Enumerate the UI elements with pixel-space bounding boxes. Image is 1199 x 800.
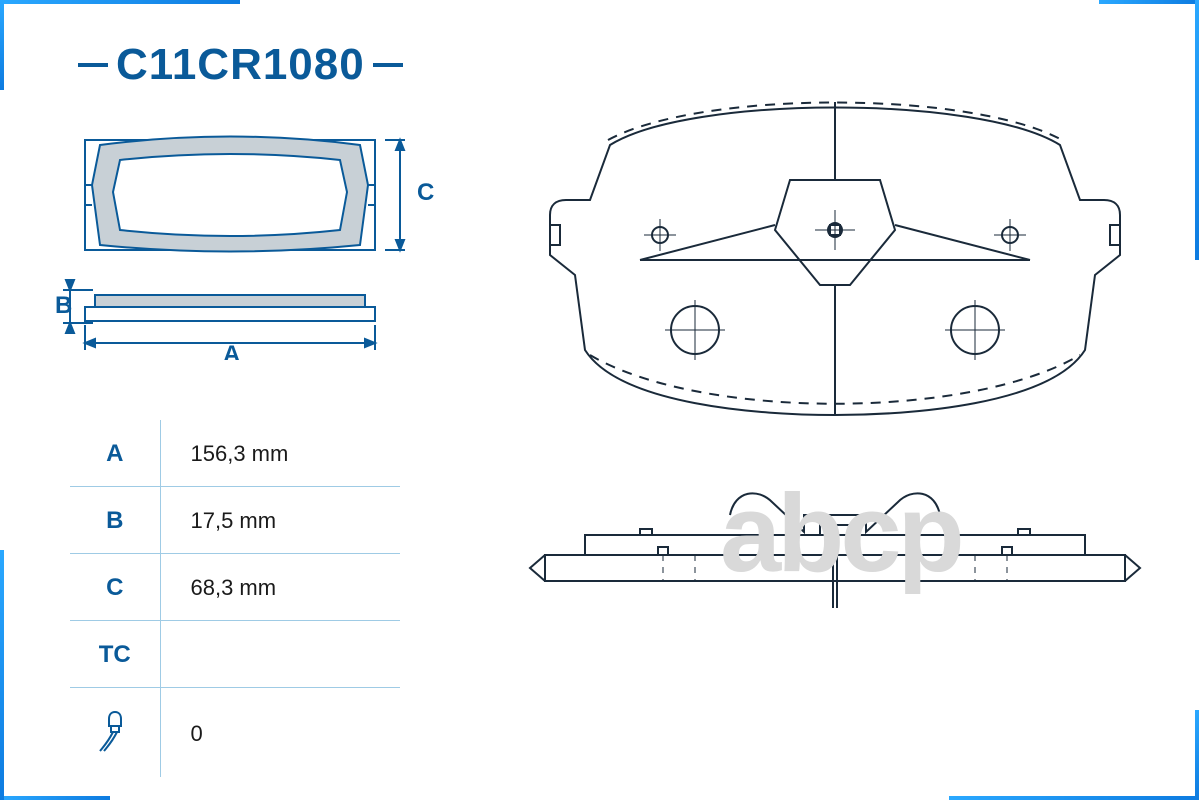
dim-label-b: B (55, 292, 72, 319)
part-number-title: C11CR1080 (70, 40, 411, 90)
dim-key: TC (70, 621, 160, 688)
border-edge (1099, 0, 1199, 4)
dim-key: B (70, 487, 160, 554)
dim-value: 0 (160, 688, 400, 778)
dim-value: 17,5 mm (160, 487, 400, 554)
title-dash-icon (373, 63, 403, 67)
dimension-reference-drawing: C B A (55, 130, 455, 360)
table-row: TC (70, 621, 400, 688)
border-edge (1195, 710, 1199, 800)
border-edge (1195, 0, 1199, 260)
border-edge (949, 796, 1199, 800)
part-number-text: C11CR1080 (116, 40, 365, 90)
border-edge (0, 0, 4, 90)
dim-value: 68,3 mm (160, 554, 400, 621)
table-row: A 156,3 mm (70, 420, 400, 487)
dimensions-table: A 156,3 mm B 17,5 mm C 68,3 mm TC (70, 420, 400, 777)
title-dash-icon (78, 63, 108, 67)
dim-key: A (70, 420, 160, 487)
table-row: B 17,5 mm (70, 487, 400, 554)
border-edge (0, 796, 110, 800)
dim-value: 156,3 mm (160, 420, 400, 487)
border-edge (0, 550, 4, 800)
dim-key: C (70, 554, 160, 621)
dim-label-a: A (223, 341, 240, 360)
table-row: 0 (70, 688, 400, 778)
datasheet-frame: C11CR1080 C (0, 0, 1199, 800)
dim-value (160, 621, 400, 688)
dim-label-c: C (417, 179, 434, 206)
border-edge (0, 0, 240, 4)
watermark-text: abcp (720, 470, 961, 597)
table-row: C 68,3 mm (70, 554, 400, 621)
wear-sensor-icon (70, 688, 160, 778)
